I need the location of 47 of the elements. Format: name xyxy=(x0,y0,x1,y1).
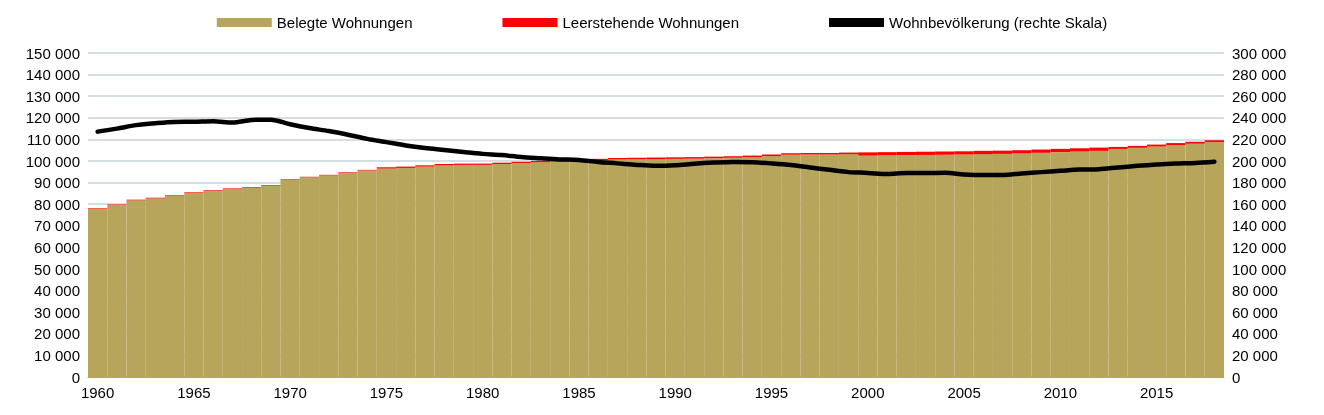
y2-tick-label: 100 000 xyxy=(1232,260,1287,278)
y-tick-label: 110 000 xyxy=(26,130,80,148)
x-tick-label: 2000 xyxy=(851,384,885,401)
y-tick-label: 60 000 xyxy=(34,238,80,256)
x-tick-label: 1960 xyxy=(80,384,115,401)
x-tick-label: 2015 xyxy=(1139,384,1174,401)
legend-label: Leerstehende Wohnungen xyxy=(562,14,740,31)
x-tick-label: 1980 xyxy=(466,384,500,401)
y2-tick-label: 180 000 xyxy=(1232,174,1287,192)
y2-tick-label: 260 000 xyxy=(1232,87,1287,105)
y-tick-label: 120 000 xyxy=(25,109,80,127)
y-tick-label: 80 000 xyxy=(34,195,80,213)
y-tick-label: 30 000 xyxy=(34,303,80,321)
y-tick-label: 70 000 xyxy=(34,217,80,235)
legend-label: Wohnbevölkerung (rechte Skala) xyxy=(889,14,1108,31)
y-tick-label: 40 000 xyxy=(34,282,80,300)
y2-tick-label: 80 000 xyxy=(1232,282,1278,300)
y-tick-label: 150 000 xyxy=(25,44,80,62)
y-tick-label: 90 000 xyxy=(34,174,80,192)
y-tick-label: 0 xyxy=(71,368,80,386)
y2-tick-label: 160 000 xyxy=(1232,195,1287,213)
y2-tick-label: 120 000 xyxy=(1232,238,1287,256)
x-tick-label: 1965 xyxy=(177,384,211,401)
y2-tick-label: 200 000 xyxy=(1232,152,1287,170)
x-tick-label: 1970 xyxy=(273,384,307,401)
y-tick-label: 20 000 xyxy=(34,325,80,343)
y2-tick-label: 40 000 xyxy=(1232,325,1278,343)
y-tick-label: 10 000 xyxy=(34,346,80,364)
y2-tick-label: 0 xyxy=(1232,368,1241,386)
y2-tick-label: 140 000 xyxy=(1232,217,1287,235)
legend-label: Belegte Wohnungen xyxy=(276,14,413,31)
y-tick-label: 50 000 xyxy=(34,260,80,278)
x-tick-label: 1995 xyxy=(754,384,789,401)
y2-tick-label: 220 000 xyxy=(1232,130,1287,148)
x-tick-label: 1975 xyxy=(369,384,404,401)
x-tick-label: 1990 xyxy=(658,384,692,401)
y-tick-label: 130 000 xyxy=(25,87,80,105)
x-tick-label: 1985 xyxy=(562,384,596,401)
y2-tick-label: 60 000 xyxy=(1232,303,1278,321)
y2-tick-label: 240 000 xyxy=(1232,109,1287,127)
y2-tick-label: 20 000 xyxy=(1232,346,1278,364)
y2-tick-label: 280 000 xyxy=(1232,66,1287,84)
y-tick-label: 100 000 xyxy=(25,152,80,170)
y2-tick-label: 300 000 xyxy=(1232,44,1287,62)
y-tick-label: 140 000 xyxy=(25,66,80,84)
x-tick-label: 2010 xyxy=(1043,384,1078,401)
x-tick-label: 2005 xyxy=(947,384,981,401)
